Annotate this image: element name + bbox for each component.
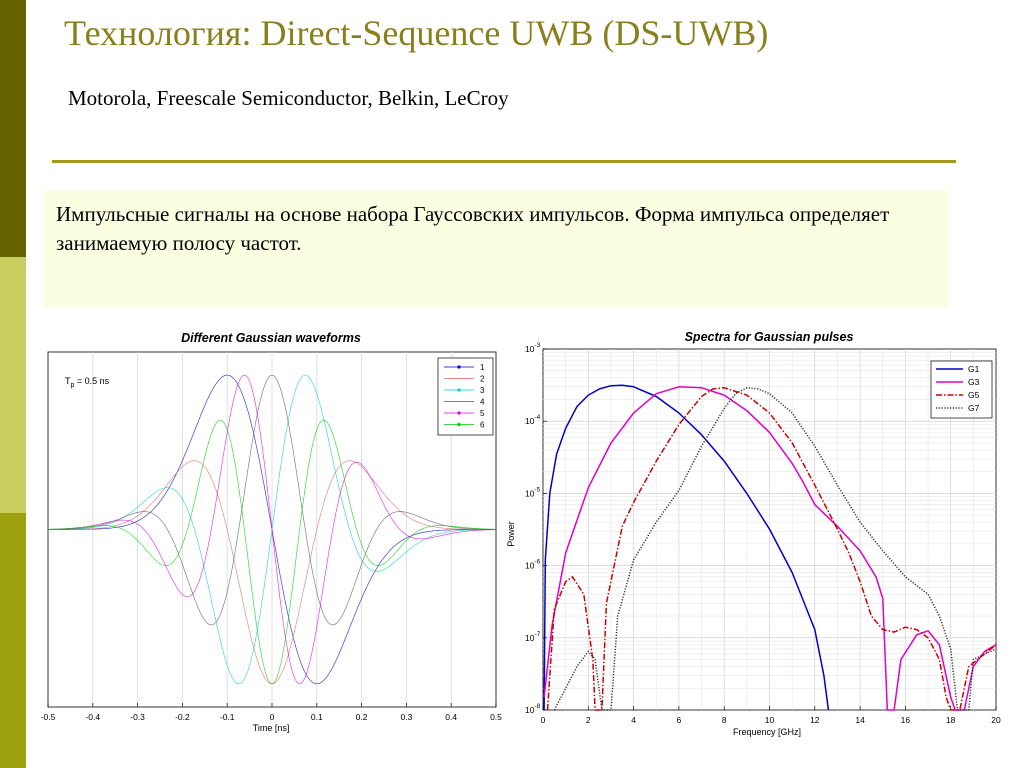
waveform-line-5 [48, 374, 496, 685]
description-box: Импульсные сигналы на основе набора Гаус… [44, 190, 948, 308]
legend-marker [457, 365, 461, 369]
legend: G1 G3 G5 G7 [930, 360, 993, 419]
legend-label: 5 [480, 409, 485, 418]
sidebar-band-olive [0, 513, 26, 768]
y-tick-labels: 10-3 10-4 10-5 10-6 10-7 10-8 [525, 342, 541, 715]
y-axis-label: Power [506, 521, 516, 547]
x-tick-label: 18 [946, 715, 956, 725]
chart-title: Different Gaussian waveforms [181, 331, 361, 345]
legend-label: 3 [480, 386, 485, 395]
gaussian-waveforms-figure: Different Gaussian waveforms -0.5 -0.4 -0.… [30, 322, 506, 742]
x-tick-label: -0.4 [85, 712, 100, 722]
x-tick-label: -0.1 [220, 712, 235, 722]
x-tick-label: -0.5 [41, 712, 56, 722]
x-tick-label: 4 [631, 715, 636, 725]
legend-label: G7 [968, 403, 980, 413]
sidebar-band-light [0, 257, 26, 513]
x-tick-label: -0.3 [130, 712, 145, 722]
y-tick-label: 10-6 [525, 559, 541, 571]
x-tick-labels: 0 2 4 6 8 10 12 14 16 18 20 [541, 715, 1001, 725]
description-text: Импульсные сигналы на основе набора Гаус… [56, 202, 890, 255]
y-tick-label: 10-3 [525, 342, 541, 354]
legend-label: 6 [480, 421, 485, 430]
gaussian-spectra-chart: Spectra for Gaussian pulses 0 2 4 6 8 10 12 14 1… [506, 330, 1001, 737]
slide-subtitle: Motorola, Freescale Semiconductor, Belki… [68, 86, 509, 110]
sidebar-band-dark [0, 0, 26, 257]
gaussian-spectra-figure: Spectra for Gaussian pulses 0 2 4 6 8 10 12 14 1… [505, 322, 1006, 742]
legend-box [437, 357, 494, 436]
x-tick-label: 12 [810, 715, 820, 725]
sidebar-decoration [0, 0, 26, 768]
waveform-lines [47, 374, 497, 685]
gaussian-waveforms-chart: Different Gaussian waveforms -0.5 -0.4 -0.… [41, 331, 503, 733]
y-tick-label: 10-4 [525, 414, 541, 426]
y-tick-label: 10-7 [525, 631, 541, 643]
legend-marker [457, 422, 461, 427]
grid-lines [542, 348, 997, 711]
y-tick-label: 10-8 [525, 703, 541, 715]
x-tick-labels: -0.5 -0.4 -0.3 -0.2 -0.1 0 0.1 0.2 0.3 0.4 0.5 [41, 712, 503, 722]
chart-title: Spectra for Gaussian pulses [685, 330, 854, 344]
title-divider [52, 160, 956, 163]
y-tick-label: 10-5 [525, 486, 541, 498]
x-tick-label: 0 [270, 712, 275, 722]
legend-marker [457, 411, 461, 415]
x-tick-label: 0.5 [490, 712, 502, 722]
x-tick-label: -0.2 [175, 712, 190, 722]
x-tick-label: 8 [722, 715, 727, 725]
slide-title: Технология: Direct-Sequence UWB (DS-UWB) [64, 13, 769, 53]
spectrum-line-g1 [543, 384, 830, 711]
x-tick-label: 2 [586, 715, 591, 725]
waveform-line-6 [48, 419, 496, 685]
x-tick-label: 10 [765, 715, 775, 725]
legend-label: 1 [480, 363, 485, 372]
legend-label: G1 [968, 364, 980, 374]
waveform-line-4 [48, 374, 496, 626]
x-tick-label: 20 [991, 715, 1001, 725]
legend-label: G5 [968, 390, 980, 400]
x-axis-label: Frequency [GHz] [733, 727, 801, 737]
x-tick-label: 0 [541, 715, 546, 725]
legend-label: 2 [480, 375, 485, 384]
x-tick-label: 0.2 [356, 712, 368, 722]
legend-marker [457, 388, 461, 392]
spectrum-lines [543, 384, 997, 711]
x-tick-label: 0.3 [400, 712, 412, 722]
x-tick-label: 0.1 [311, 712, 323, 722]
x-tick-label: 0.4 [445, 712, 457, 722]
pulse-width-annotation: Tp = 0.5 ns [65, 376, 110, 389]
spectrum-line-g7 [553, 387, 997, 711]
x-tick-label: 16 [901, 715, 911, 725]
legend-label: G3 [968, 377, 980, 387]
spectrum-line-g3 [543, 386, 997, 711]
spectrum-line-g5 [546, 387, 997, 711]
legend-label: 4 [480, 398, 485, 407]
x-axis-label: Time [ns] [253, 723, 290, 733]
x-tick-label: 6 [677, 715, 682, 725]
legend: 1 2 3 4 5 6 [437, 357, 494, 436]
x-tick-label: 14 [855, 715, 865, 725]
